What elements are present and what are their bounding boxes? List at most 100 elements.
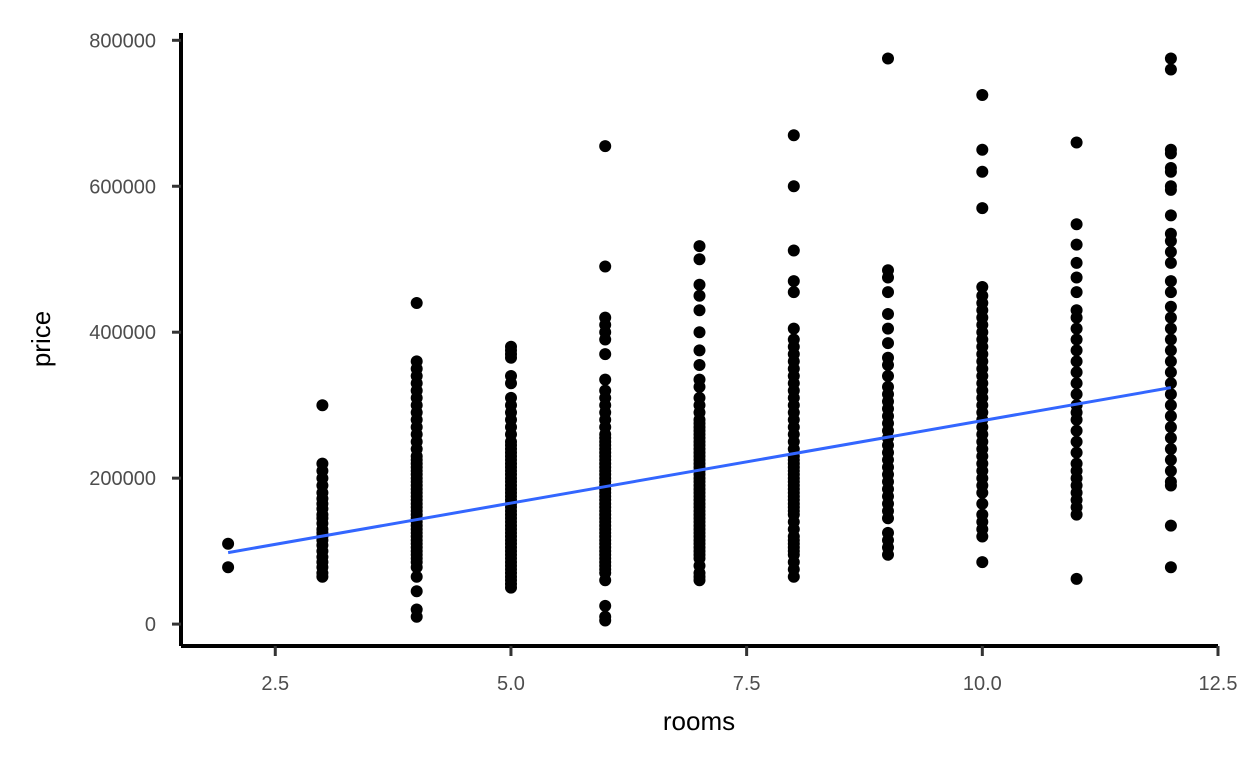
data-point [505, 370, 517, 382]
data-point [693, 253, 706, 266]
data-point [1164, 300, 1177, 313]
data-point [1070, 271, 1083, 284]
data-point [505, 391, 517, 404]
data-point [599, 260, 612, 273]
data-point [882, 370, 894, 382]
data-point [599, 384, 612, 397]
data-point [1164, 421, 1177, 434]
data-point [505, 340, 517, 353]
data-point [787, 129, 800, 142]
data-point [1164, 333, 1177, 346]
data-point [1164, 322, 1177, 335]
data-point [882, 308, 894, 320]
data-point [693, 240, 706, 253]
data-point [1164, 256, 1177, 269]
data-point [1164, 366, 1177, 379]
data-point [1164, 344, 1177, 357]
data-point [976, 281, 989, 293]
x-tick-label: 5.0 [497, 673, 525, 695]
data-point [693, 289, 706, 302]
y-tick-label: 800000 [89, 30, 156, 52]
data-point [976, 165, 989, 178]
data-point [976, 89, 989, 101]
data-point [882, 322, 894, 335]
y-tick-label: 0 [145, 614, 156, 636]
data-point [882, 337, 894, 350]
y-axis-title: price [26, 311, 56, 367]
points-layer [222, 52, 1177, 627]
data-point [599, 348, 612, 361]
data-point [599, 610, 612, 623]
data-point [693, 344, 706, 357]
data-point [976, 508, 989, 521]
data-point [1070, 344, 1083, 357]
data-point [693, 326, 706, 339]
data-point [316, 457, 329, 470]
data-point [1164, 275, 1177, 288]
data-point [693, 359, 706, 371]
data-point [1164, 245, 1177, 258]
data-point [1164, 162, 1177, 174]
data-point [1164, 377, 1177, 390]
data-point [1164, 209, 1177, 222]
data-point [1070, 238, 1083, 251]
data-point [693, 278, 706, 291]
y-ticks: 0 200000 400000 600000 800000 [89, 30, 181, 636]
data-point [693, 304, 706, 317]
data-point [1164, 388, 1177, 401]
data-point [599, 140, 612, 153]
data-point [1164, 52, 1177, 65]
data-point [1164, 464, 1177, 477]
data-point [222, 561, 235, 574]
data-point [599, 373, 612, 386]
data-point [410, 297, 423, 309]
data-point [882, 52, 894, 65]
data-point [787, 275, 800, 288]
data-point [1070, 424, 1083, 437]
data-point [1070, 572, 1083, 585]
data-point [222, 537, 235, 550]
data-point [1070, 256, 1083, 269]
data-point [1164, 355, 1177, 368]
data-point [976, 497, 989, 510]
data-point [787, 180, 800, 193]
data-point [410, 355, 423, 368]
data-point [1070, 457, 1083, 470]
data-point [410, 585, 423, 598]
data-point [410, 603, 423, 616]
data-point [316, 399, 329, 412]
y-tick-label: 400000 [89, 322, 156, 344]
data-point [1164, 63, 1177, 76]
x-tick-label: 12.5 [1199, 673, 1238, 695]
data-point [1164, 561, 1177, 574]
data-point [882, 380, 894, 393]
data-point [1164, 519, 1177, 532]
fit-line [227, 386, 1172, 555]
x-ticks: 2.5 5.0 7.5 10.0 12.5 [261, 646, 1237, 695]
data-point [1070, 355, 1083, 368]
data-point [976, 143, 989, 156]
y-tick-label: 600000 [89, 176, 156, 198]
data-point [882, 526, 894, 539]
data-point [1164, 475, 1177, 488]
data-point [882, 286, 894, 299]
data-point [1070, 333, 1083, 346]
data-point [882, 264, 894, 277]
data-point [976, 202, 989, 215]
data-point [976, 556, 989, 569]
data-point [599, 311, 612, 324]
data-point [882, 351, 894, 364]
data-point [787, 333, 800, 346]
x-tick-label: 10.0 [963, 673, 1002, 695]
data-point [1070, 446, 1083, 459]
data-point [1070, 218, 1083, 231]
data-point [410, 570, 423, 583]
data-point [1070, 388, 1083, 401]
data-point [1070, 136, 1083, 149]
x-axis-title: rooms [663, 706, 735, 736]
data-point [1164, 143, 1177, 156]
data-point [1070, 435, 1083, 448]
data-point [1070, 366, 1083, 379]
data-point [1164, 311, 1177, 324]
